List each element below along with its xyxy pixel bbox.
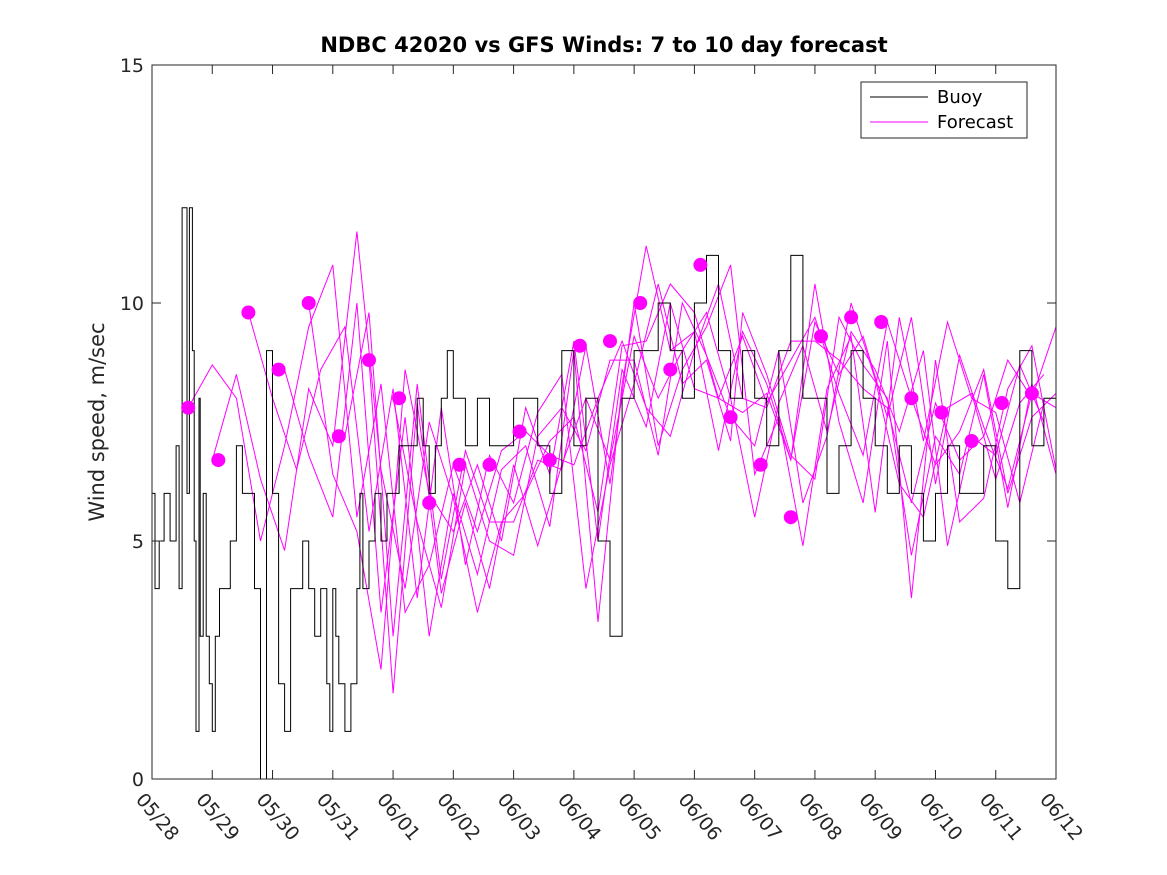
buoy-line xyxy=(152,207,1056,780)
forecast-marker xyxy=(422,495,437,510)
y-tick-label: 15 xyxy=(120,55,144,77)
forecast-marker-group xyxy=(181,257,1039,525)
forecast-marker xyxy=(482,457,497,472)
forecast-marker xyxy=(934,405,949,420)
forecast-marker xyxy=(181,400,196,415)
forecast-marker xyxy=(512,424,527,439)
forecast-line-2 xyxy=(211,231,1057,613)
forecast-marker xyxy=(301,296,316,310)
forecast-line-1 xyxy=(187,264,1057,615)
forecast-marker xyxy=(723,410,738,425)
forecast-marker xyxy=(572,338,587,353)
y-axis-label: Wind speed, m/sec xyxy=(85,322,109,521)
plot-frame xyxy=(151,64,1057,780)
forecast-marker xyxy=(783,510,798,525)
forecast-marker xyxy=(271,362,286,377)
forecast-marker xyxy=(633,296,648,310)
forecast-marker xyxy=(964,434,979,448)
forecast-line-8 xyxy=(392,301,1045,608)
forecast-marker xyxy=(452,457,467,472)
forecast-marker xyxy=(753,457,768,472)
plot-area xyxy=(152,65,1056,779)
forecast-marker xyxy=(331,429,346,444)
chart-title: NDBC 42020 vs GFS Winds: 7 to 10 day for… xyxy=(320,33,887,57)
y-tick-label: 0 xyxy=(132,769,144,791)
forecast-marker xyxy=(392,391,407,406)
forecast-marker xyxy=(241,305,256,320)
forecast-marker xyxy=(994,396,1009,410)
forecast-marker xyxy=(814,329,828,344)
forecast-marker xyxy=(874,315,889,329)
forecast-line-7 xyxy=(368,311,1045,694)
forecast-marker xyxy=(693,257,708,272)
y-tick-label: 10 xyxy=(120,293,144,315)
forecast-marker xyxy=(663,362,678,377)
legend-buoy-label: Buoy xyxy=(937,87,983,108)
forecast-marker xyxy=(1024,386,1039,401)
legend-box xyxy=(860,81,1028,139)
forecast-marker xyxy=(211,453,226,468)
forecast-marker xyxy=(362,353,376,368)
buoy-series-group xyxy=(152,207,1056,780)
legend-forecast-label: Forecast xyxy=(937,112,1013,133)
forecast-marker xyxy=(542,453,557,468)
legend: Buoy Forecast xyxy=(860,81,1028,139)
forecast-marker xyxy=(844,310,859,325)
y-axis: 0 5 10 15 xyxy=(120,55,1056,791)
forecast-marker xyxy=(904,391,919,406)
forecast-marker xyxy=(603,334,617,349)
y-tick-label: 5 xyxy=(132,531,144,553)
